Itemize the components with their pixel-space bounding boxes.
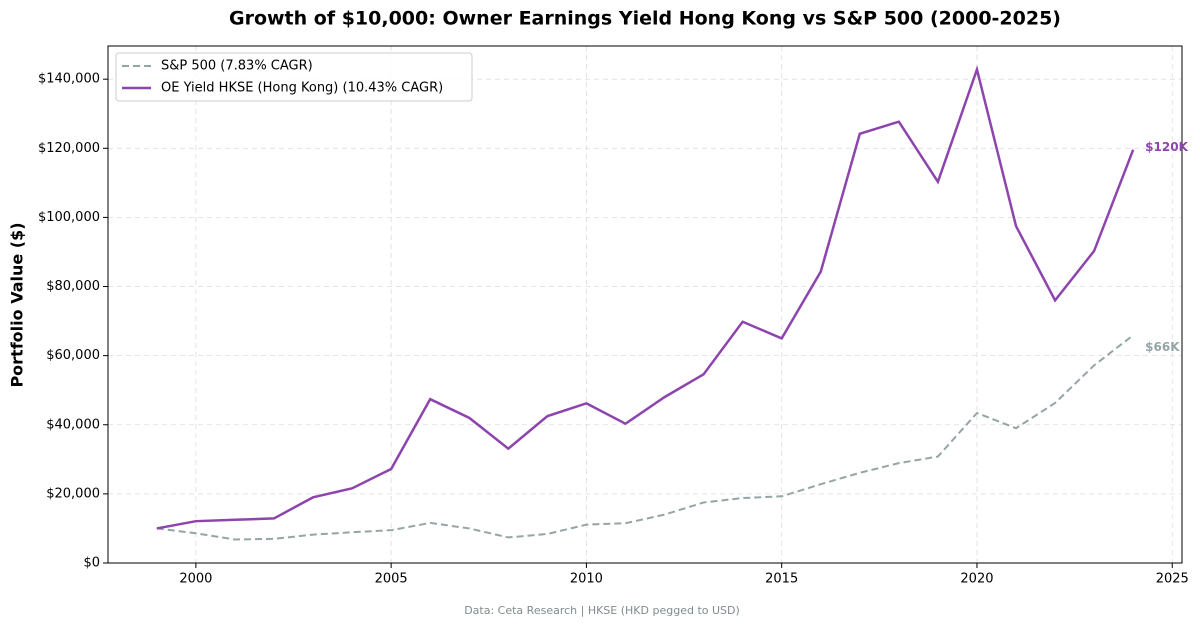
source-note: Data: Ceta Research | HKSE (HKD pegged t… bbox=[464, 604, 740, 617]
y-tick-label: $60,000 bbox=[46, 348, 100, 363]
chart-title: Growth of $10,000: Owner Earnings Yield … bbox=[229, 8, 1061, 30]
y-tick-label: $80,000 bbox=[46, 279, 100, 294]
x-tick-label: 2000 bbox=[179, 572, 212, 587]
legend-label: S&P 500 (7.83% CAGR) bbox=[161, 59, 313, 74]
x-tick-label: 2020 bbox=[960, 572, 993, 587]
legend-box bbox=[115, 52, 473, 102]
end-label: $120K bbox=[1145, 140, 1188, 154]
y-axis-label: Portfolio Value ($) bbox=[8, 222, 27, 387]
x-tick-label: 2010 bbox=[570, 572, 603, 587]
plot-frame bbox=[107, 45, 1183, 564]
y-tick-label: $140,000 bbox=[38, 72, 100, 87]
y-tick-label: $120,000 bbox=[38, 141, 100, 156]
x-tick-label: 2025 bbox=[1156, 572, 1189, 587]
y-tick-label: $100,000 bbox=[38, 210, 100, 225]
end-label: $66K bbox=[1145, 340, 1180, 354]
x-tick-label: 2005 bbox=[375, 572, 408, 587]
series-line bbox=[156, 334, 1134, 541]
series-line bbox=[156, 65, 1135, 530]
x-tick-label: 2015 bbox=[765, 572, 798, 587]
y-tick-label: $40,000 bbox=[46, 417, 100, 432]
y-tick-label: $20,000 bbox=[46, 486, 100, 501]
y-tick-label: $0 bbox=[83, 556, 100, 571]
legend-label: OE Yield HKSE (Hong Kong) (10.43% CAGR) bbox=[161, 81, 443, 96]
